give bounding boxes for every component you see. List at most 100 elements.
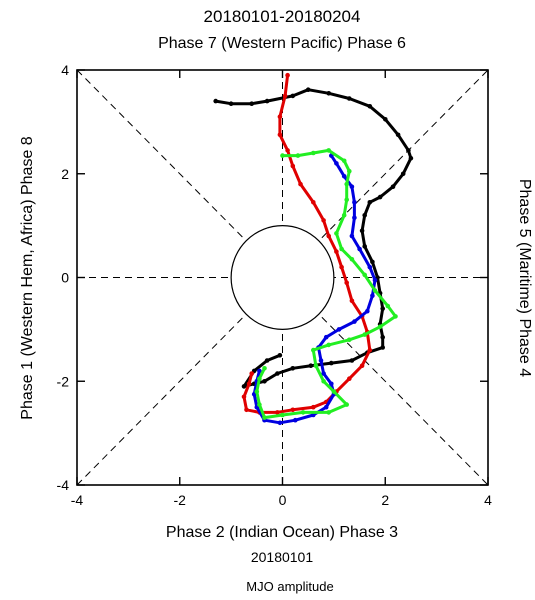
- series-2-point-18: [329, 381, 334, 387]
- series-0-point-10: [395, 132, 401, 138]
- start-date-label: 20180101: [251, 549, 314, 565]
- tick-group: -4 -2 0 2 4 -4 -2 0 2 4: [57, 62, 493, 508]
- series-3-point-25: [326, 410, 332, 415]
- series-1-point-18: [347, 376, 352, 382]
- series-3-point-10: [339, 246, 344, 252]
- series-1-point-8: [321, 218, 326, 223]
- series-3-point-13: [372, 288, 378, 293]
- series-3-point-26: [300, 410, 306, 415]
- left-phase-label: Phase 1 (Western Hem, Africa) Phase 8: [19, 136, 36, 419]
- series-0-point-4: [290, 93, 296, 99]
- series-1-point-6: [298, 181, 303, 187]
- series-2-point-2: [341, 174, 347, 179]
- series-0-point-18: [359, 228, 365, 234]
- series-2-point-13: [336, 327, 342, 332]
- series-0-point-14: [390, 184, 396, 189]
- series-3-point-29: [257, 402, 262, 407]
- series-2-point-4: [352, 200, 357, 205]
- series-0-point-0: [213, 98, 218, 104]
- series-1-point-16: [367, 347, 373, 353]
- series-0-point-11: [406, 148, 411, 153]
- y-tick-label: 0: [61, 270, 69, 286]
- series-3-point-8: [341, 213, 347, 218]
- series-1-point-12: [344, 280, 350, 286]
- series-0-point-32: [275, 371, 280, 376]
- series-0-point-1: [228, 101, 234, 106]
- series-1-point-5: [290, 163, 296, 169]
- series-1-point-11: [339, 264, 344, 270]
- y-tick-label: -4: [57, 477, 70, 493]
- series-0-point-38: [277, 353, 283, 358]
- top-phase-label: Phase 7 (Western Pacific) Phase 6: [158, 35, 406, 52]
- series-3-point-15: [393, 314, 398, 319]
- series-3-point-24: [344, 402, 350, 407]
- series-1-point-21: [311, 404, 316, 410]
- series-group: [213, 72, 414, 426]
- series-3-point-0: [280, 153, 285, 158]
- series-3-point-3: [326, 148, 332, 153]
- series-0-point-8: [367, 104, 373, 109]
- series-1-point-1: [282, 93, 288, 99]
- series-3-point-17: [362, 332, 368, 337]
- series-2-point-16: [318, 358, 324, 363]
- series-3-point-1: [295, 153, 301, 158]
- series-1-point-3: [277, 132, 283, 138]
- series-3-point-20: [311, 347, 316, 353]
- series-3-point-30: [254, 389, 260, 394]
- series-1-point-17: [359, 363, 365, 369]
- series-2-point-23: [277, 420, 283, 426]
- series-1-point-22: [290, 407, 296, 413]
- series-0-point-29: [329, 360, 334, 366]
- series-3-point-22: [321, 379, 326, 384]
- unit-circle-group: [230, 225, 335, 330]
- series-1-point-10: [334, 249, 339, 254]
- series-2-point-11: [365, 308, 370, 314]
- series-0-point-30: [308, 363, 314, 369]
- series-3-point-6: [344, 181, 350, 187]
- series-3-point-28: [262, 415, 267, 420]
- series-0-point-26: [380, 345, 386, 350]
- series-0-point-31: [290, 366, 296, 371]
- series-2-point-8: [367, 264, 373, 270]
- series-2-point-10: [370, 293, 375, 299]
- series-3-point-5: [347, 168, 352, 174]
- series-1-point-25: [244, 407, 249, 413]
- x-tick-label: 4: [484, 492, 492, 508]
- series-0-point-28: [349, 358, 355, 363]
- series-0-point-17: [362, 213, 368, 218]
- series-0-point-3: [264, 98, 270, 104]
- series-0-point-16: [367, 200, 373, 205]
- series-1-point-4: [285, 148, 290, 153]
- series-2-point-17: [321, 371, 326, 376]
- series-1-point-13: [349, 298, 355, 304]
- series-1-point-9: [326, 233, 332, 239]
- series-2-point-22: [293, 417, 298, 423]
- series-3-point-31: [257, 376, 262, 382]
- x-tick-label: -4: [71, 492, 84, 508]
- series-0-point-23: [380, 306, 386, 311]
- series-2-point-6: [349, 233, 355, 239]
- series-3-point-2: [311, 150, 316, 156]
- series-0-point-19: [362, 244, 368, 249]
- series-0-point-25: [380, 334, 386, 340]
- series-1-point-26: [241, 394, 247, 400]
- series-0-point-15: [377, 194, 383, 200]
- series-3-point-9: [334, 231, 339, 236]
- series-2-point-9: [372, 277, 378, 283]
- series-1-point-7: [311, 200, 316, 205]
- series-0-point-37: [264, 358, 270, 363]
- chart-title: 20180101-20180204: [204, 7, 361, 26]
- y-tick-label: 4: [61, 62, 69, 78]
- series-3-point-14: [385, 303, 391, 309]
- series-0-point-13: [400, 171, 406, 177]
- series-2-point-1: [334, 161, 339, 166]
- x-tick-label: 0: [279, 492, 287, 508]
- series-1-point-27: [246, 381, 252, 387]
- unit-circle: [230, 225, 335, 330]
- x-tick-label: 2: [381, 492, 389, 508]
- series-1-point-28: [249, 371, 254, 376]
- right-phase-label: Phase 5 (Maritime) Phase 4: [516, 179, 533, 377]
- series-2-point-5: [352, 215, 357, 221]
- series-1-point-23: [275, 410, 280, 415]
